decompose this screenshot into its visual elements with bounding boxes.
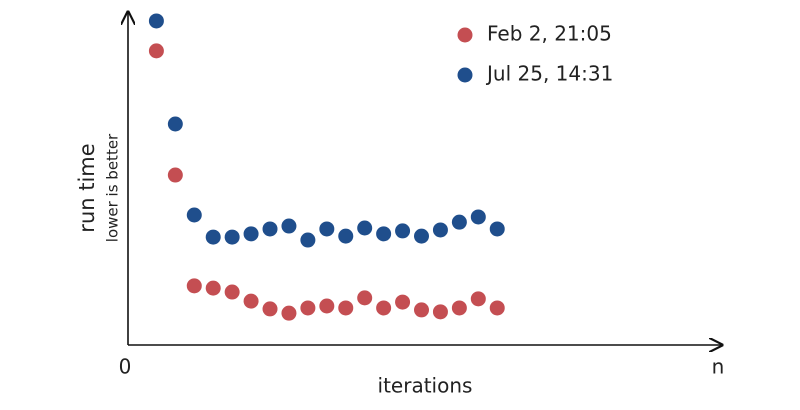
point <box>148 13 164 29</box>
point <box>338 228 354 244</box>
x-tick-label: n <box>712 355 725 379</box>
point <box>451 214 467 230</box>
point <box>357 220 373 236</box>
point <box>262 301 278 317</box>
point <box>432 304 448 320</box>
point <box>281 218 297 234</box>
point <box>395 223 411 239</box>
point <box>300 300 316 316</box>
point <box>224 284 240 300</box>
point <box>470 209 486 225</box>
legend-label: Jul 25, 14:31 <box>485 62 613 86</box>
point <box>167 116 183 132</box>
point <box>243 293 259 309</box>
point <box>186 207 202 223</box>
point <box>319 221 335 237</box>
point <box>489 300 505 316</box>
point <box>470 291 486 307</box>
point <box>414 228 429 244</box>
point <box>186 278 202 294</box>
point <box>395 294 411 310</box>
point <box>224 229 240 245</box>
point <box>489 221 505 237</box>
y-axis-label: run time <box>75 143 99 232</box>
point <box>432 222 448 238</box>
x-tick-label: 0 <box>119 355 132 379</box>
legend-marker <box>457 27 473 43</box>
point <box>376 226 392 242</box>
legend-label: Feb 2, 21:05 <box>487 22 612 46</box>
point <box>205 229 221 245</box>
point <box>414 302 429 318</box>
point <box>300 232 316 248</box>
legend-marker <box>457 67 473 83</box>
point <box>205 280 221 296</box>
point <box>243 226 259 242</box>
point <box>338 300 354 316</box>
point <box>148 43 164 59</box>
x-axis-label: iterations <box>378 374 473 398</box>
point <box>357 290 373 306</box>
point <box>262 221 278 237</box>
point <box>319 298 335 314</box>
point <box>451 300 467 316</box>
point <box>376 300 392 316</box>
point <box>281 305 297 321</box>
point <box>167 167 183 183</box>
y-axis-sublabel: lower is better <box>104 133 122 242</box>
